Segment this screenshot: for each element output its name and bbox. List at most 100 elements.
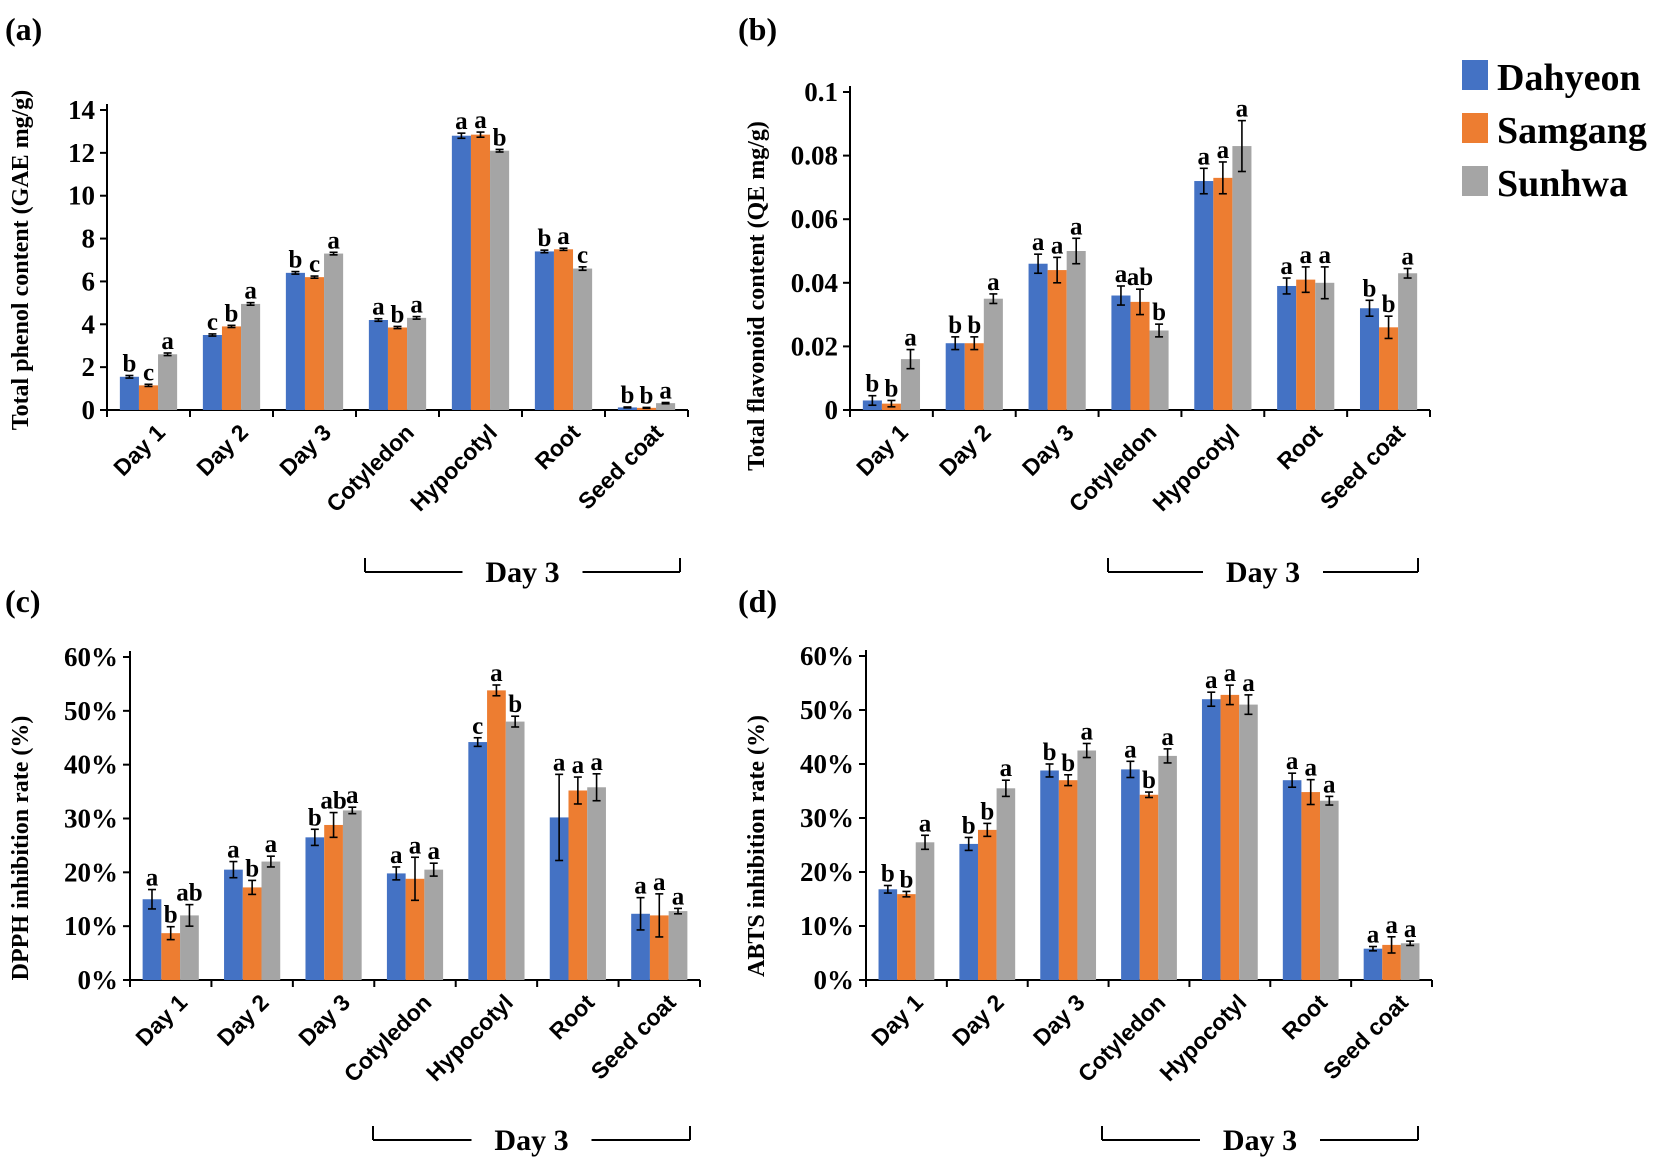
significance-letter: a <box>1401 243 1414 270</box>
significance-letter: c <box>207 309 218 336</box>
bar <box>342 810 362 980</box>
bar <box>553 249 574 410</box>
bar <box>945 343 965 410</box>
significance-letter: a <box>265 831 278 858</box>
significance-letter: a <box>1070 213 1083 240</box>
significance-letter: a <box>1319 242 1332 269</box>
y-axis-label: DPPH inhibition rate (%) <box>8 716 34 981</box>
x-tick-label: Day 2 <box>934 419 996 481</box>
bar <box>142 899 162 980</box>
x-tick-label: Hypocotyl <box>405 419 502 516</box>
bar <box>242 887 262 980</box>
significance-letter: b <box>493 124 507 151</box>
significance-letter: a <box>1224 660 1237 687</box>
significance-letter: b <box>288 247 302 274</box>
x-tick-label: Day 1 <box>851 419 913 481</box>
significance-letter: c <box>472 713 483 740</box>
y-tick-label: 10% <box>800 911 854 941</box>
bar <box>285 272 305 410</box>
bar <box>1315 282 1335 410</box>
x-tick-label: Cotyledon <box>321 419 419 517</box>
significance-letter: ab <box>176 880 202 907</box>
bar <box>451 135 471 410</box>
bar <box>1382 944 1401 980</box>
bar <box>900 359 921 410</box>
y-tick-label: 0 <box>82 395 96 425</box>
significance-letter: ab <box>1127 264 1153 291</box>
bar <box>959 843 978 980</box>
bar <box>1398 273 1418 410</box>
bar <box>387 327 408 410</box>
bar <box>983 298 1003 410</box>
significance-letter: a <box>1242 670 1255 697</box>
significance-letter: a <box>1280 253 1293 280</box>
y-axis-label: ABTS inhibition rate (%) <box>744 715 770 977</box>
x-tick-label: Day 1 <box>130 989 192 1051</box>
x-tick-label: Day 2 <box>191 419 253 481</box>
significance-letter: a <box>672 883 685 910</box>
x-tick-label: Root <box>1272 419 1328 475</box>
y-tick-label: 30% <box>64 804 118 834</box>
significance-letter: a <box>146 865 159 892</box>
bar <box>1232 146 1252 410</box>
significance-letter: a <box>904 325 917 352</box>
x-tick-label: Root <box>1277 989 1333 1045</box>
bar <box>424 869 444 980</box>
bar <box>241 303 261 410</box>
y-tick-label: 20% <box>800 857 854 887</box>
y-tick-label: 2 <box>82 352 96 382</box>
bar <box>161 933 181 980</box>
x-tick-label: Day 1 <box>108 419 170 481</box>
significance-letter: a <box>987 269 1000 296</box>
x-tick-label: Day 3 <box>1017 419 1079 481</box>
significance-letter: b <box>245 855 259 882</box>
bar <box>407 317 427 410</box>
significance-letter: a <box>346 782 359 809</box>
x-tick-label: Day 1 <box>866 989 928 1051</box>
bar <box>1277 285 1297 410</box>
x-tick-label: Hypocotyl <box>1154 989 1251 1086</box>
significance-letter: a <box>1032 229 1045 256</box>
legend-item-sunhwa: Sunhwa <box>1462 163 1628 205</box>
bar <box>534 251 554 410</box>
bar <box>549 817 569 980</box>
bar <box>568 790 588 980</box>
bar <box>224 869 243 980</box>
significance-letter: b <box>884 375 898 402</box>
significance-letter: a <box>1124 736 1137 763</box>
legend-label-sunhwa: Sunhwa <box>1497 163 1628 205</box>
legend-item-dahyeon: Dahyeon <box>1462 57 1641 99</box>
bar <box>1028 263 1048 410</box>
bar <box>324 253 344 410</box>
y-tick-label: 0.08 <box>791 141 838 171</box>
bar <box>304 277 325 410</box>
significance-letter: b <box>1142 767 1156 794</box>
bar <box>915 842 935 980</box>
x-tick-label: Hypocotyl <box>1147 419 1244 516</box>
chart-panel-2: (b) Total flavonoid content (QE mg/g) 0 0.0… <box>738 11 1431 589</box>
bar <box>977 829 997 980</box>
bar <box>1158 755 1177 980</box>
significance-letter: a <box>1198 143 1211 170</box>
significance-letter: a <box>490 660 503 687</box>
bar <box>1379 327 1399 410</box>
bar <box>1363 948 1383 980</box>
panel-label: (a) <box>5 11 42 47</box>
significance-letter: b <box>881 861 895 888</box>
x-tick-label: Cotyledon <box>1073 989 1171 1087</box>
bar <box>261 861 281 980</box>
significance-letter: a <box>659 378 672 405</box>
significance-letter: a <box>1404 916 1417 943</box>
bar <box>505 721 525 980</box>
bar <box>158 354 178 410</box>
significance-letter: b <box>1152 299 1166 326</box>
significance-letter: b <box>1363 275 1377 302</box>
significance-letter: b <box>122 351 136 378</box>
x-tick-label: Seed coat <box>573 419 668 514</box>
y-tick-label: 0.04 <box>791 268 838 298</box>
bar <box>1320 800 1339 980</box>
bar <box>1130 301 1150 410</box>
bar <box>1400 943 1420 980</box>
significance-letter: a <box>474 107 487 134</box>
x-tick-label: Hypocotyl <box>421 989 518 1086</box>
